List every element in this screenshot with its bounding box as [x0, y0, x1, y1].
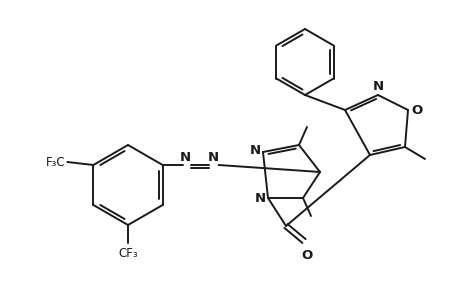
- Text: N: N: [254, 193, 265, 206]
- Text: N: N: [249, 145, 260, 158]
- Text: CF₃: CF₃: [118, 247, 138, 260]
- Text: N: N: [207, 151, 219, 164]
- Text: N: N: [179, 151, 191, 164]
- Text: N: N: [372, 80, 383, 92]
- Text: O: O: [410, 103, 422, 116]
- Text: F₃C: F₃C: [45, 155, 65, 169]
- Text: O: O: [301, 249, 312, 262]
